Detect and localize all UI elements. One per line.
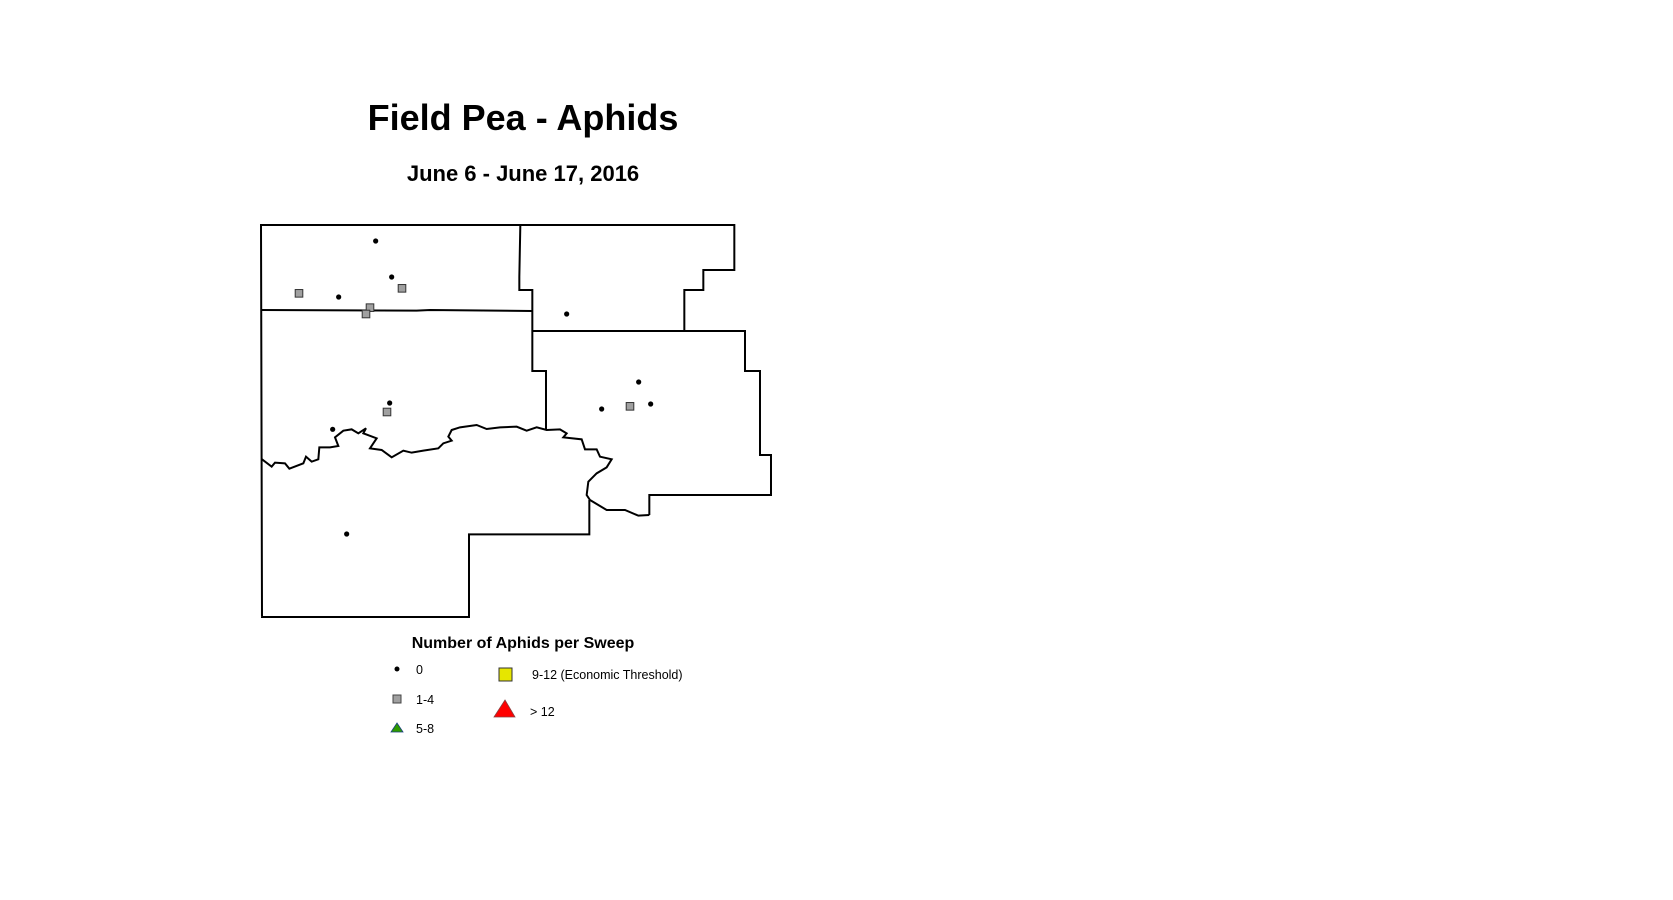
site-marker-zero [330, 426, 336, 432]
map-subtitle: June 6 - June 17, 2016 [407, 161, 639, 186]
site-marker-zero [344, 531, 350, 537]
county-boundary-middle [260, 308, 533, 312]
survey-sites [294, 238, 654, 537]
county-boundary-outer [259, 223, 736, 617]
county-boundary-east [532, 329, 772, 515]
legend-triangle-red-icon [493, 699, 516, 718]
site-marker-1-4 [361, 309, 371, 319]
site-marker-1-4 [294, 289, 304, 298]
site-marker-zero [387, 400, 393, 406]
site-marker-zero [648, 401, 654, 407]
map-boundaries [259, 223, 772, 618]
legend-label-5-8: 5-8 [416, 722, 434, 736]
site-marker-1-4 [625, 402, 635, 411]
site-marker-1-4 [397, 284, 407, 293]
legend-label-over-12: > 12 [530, 705, 555, 719]
site-marker-zero [389, 274, 395, 280]
site-marker-zero [373, 238, 379, 244]
site-marker-zero [636, 379, 642, 385]
legend-label-9-12: 9-12 (Economic Threshold) [532, 668, 683, 682]
county-boundary-south [260, 499, 591, 618]
legend-title: Number of Aphids per Sweep [412, 635, 635, 652]
site-marker-zero [336, 294, 342, 300]
legend-label-0: 0 [416, 663, 423, 677]
county-boundary-divider [518, 224, 547, 430]
legend-triangle-green-icon [390, 722, 404, 733]
site-marker-zero [564, 311, 570, 317]
legend-square-gray-icon [392, 694, 402, 704]
map-title: Field Pea - Aphids [368, 97, 679, 138]
site-marker-1-4 [382, 407, 392, 417]
legend-label-1-4: 1-4 [416, 693, 434, 707]
site-marker-zero [599, 406, 605, 412]
river-boundary [261, 423, 650, 517]
legend: 0 1-4 5-8 9-12 (Economic Threshold) > 12 [390, 663, 683, 736]
legend-square-yellow-icon [498, 667, 513, 682]
legend-dot-icon [394, 666, 400, 672]
